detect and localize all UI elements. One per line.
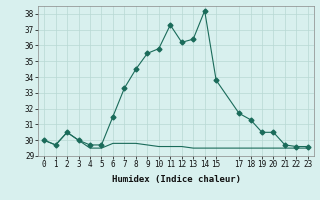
- X-axis label: Humidex (Indice chaleur): Humidex (Indice chaleur): [111, 175, 241, 184]
